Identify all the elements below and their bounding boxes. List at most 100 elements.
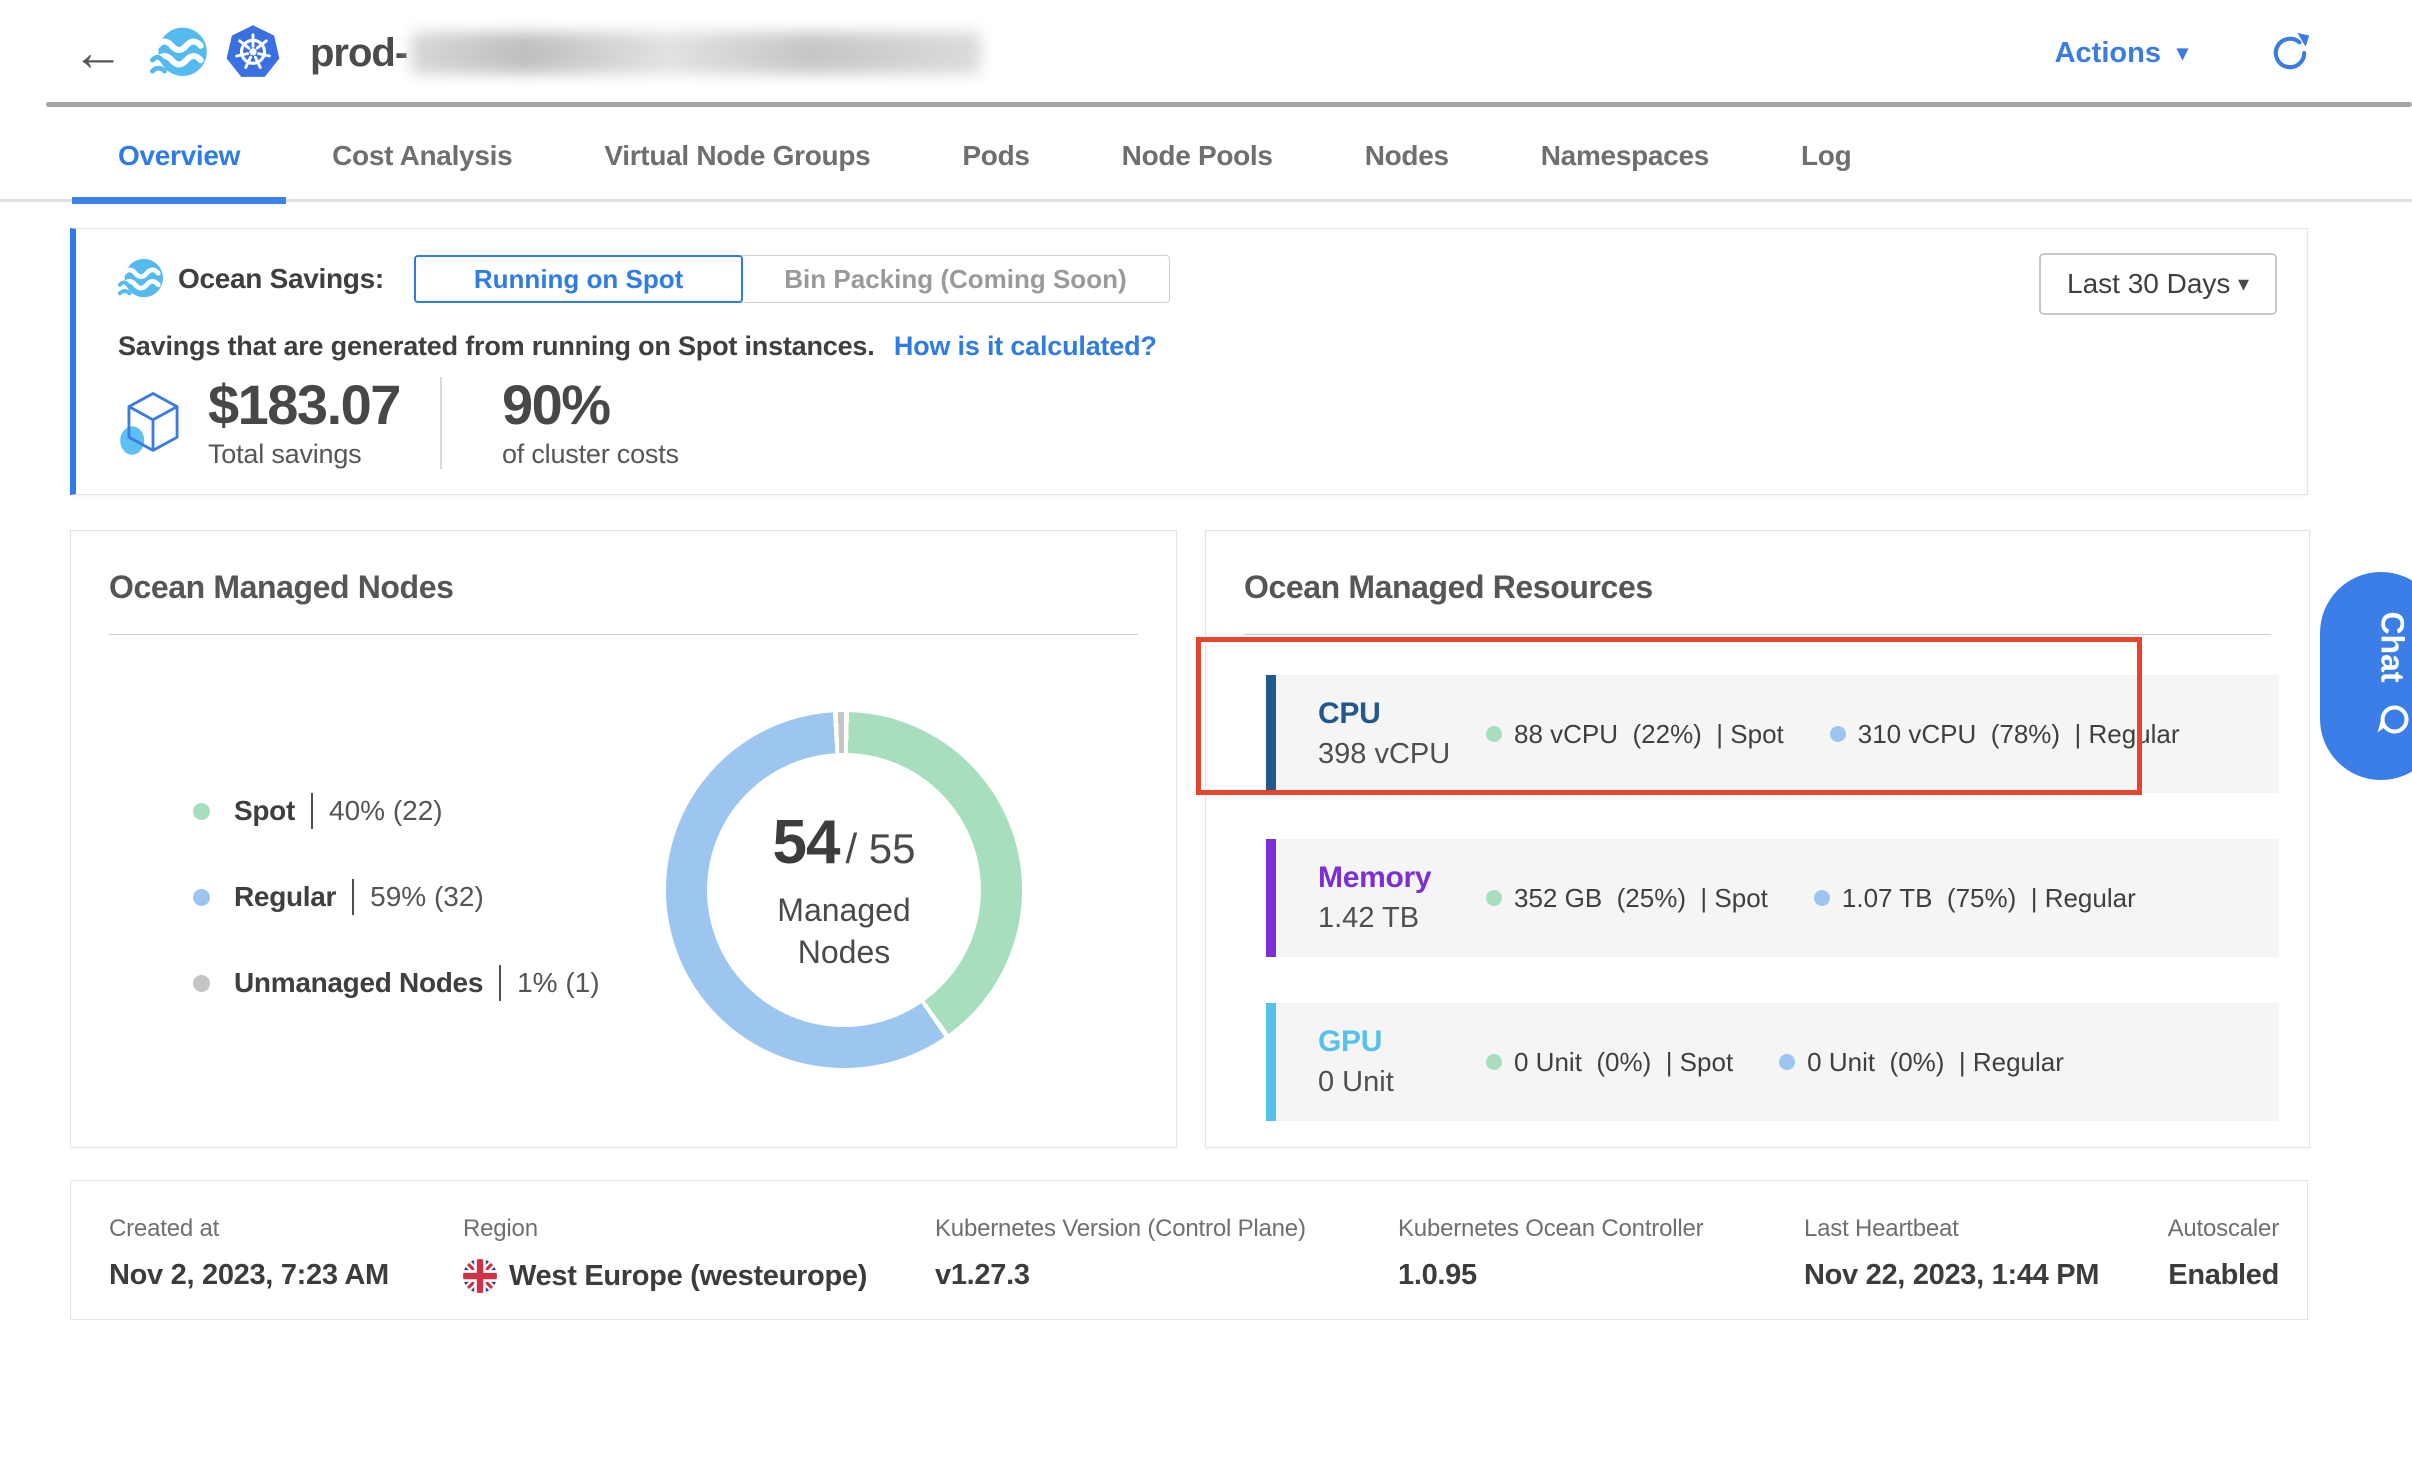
regular-dot-icon: [1779, 1054, 1796, 1070]
resource-rows: CPU 398 vCPU 88 vCPU (22%) | Spot 310 vC…: [1266, 675, 2279, 1167]
period-dropdown[interactable]: Last 30 Days ▾: [2039, 253, 2277, 315]
managed-nodes-total: / 55: [845, 824, 916, 872]
footer-label: Kubernetes Ocean Controller: [1398, 1215, 1704, 1242]
resource-row-gpu: GPU 0 Unit 0 Unit (0%) | Spot 0 Unit (0%…: [1266, 1003, 2279, 1121]
donut-center-label: Managed Nodes: [777, 891, 911, 970]
tab-log[interactable]: Log: [1801, 139, 1852, 171]
regular-dot-icon: [193, 888, 210, 906]
back-button[interactable]: ←: [72, 24, 124, 82]
chat-button[interactable]: Chat: [2320, 572, 2412, 780]
footer-label: Autoscaler: [2167, 1215, 2280, 1242]
card-divider: [1244, 634, 2271, 635]
actions-label: Actions: [2054, 36, 2161, 69]
footer-autoscaler: Autoscaler Enabled: [2167, 1215, 2280, 1292]
footer-value: Nov 22, 2023, 1:44 PM: [1804, 1259, 2100, 1291]
footer-label: Region: [463, 1215, 538, 1242]
refresh-icon[interactable]: [2268, 31, 2312, 75]
tab-virtual-node-groups[interactable]: Virtual Node Groups: [604, 139, 871, 171]
spot-dot-icon: [1486, 726, 1502, 742]
running-on-spot-toggle[interactable]: Running on Spot: [413, 255, 744, 303]
managed-resources-card: Ocean Managed Resources CPU 398 vCPU 88 …: [1205, 530, 2310, 1148]
footer-region: Region West Europe (westeurope): [463, 1215, 867, 1293]
savings-mode-toggle: Running on Spot Bin Packing (Coming Soon…: [413, 255, 1170, 303]
footer-value: Nov 2, 2023, 7:23 AM: [109, 1259, 389, 1291]
legend-label: Regular: [234, 881, 337, 912]
bin-packing-toggle[interactable]: Bin Packing (Coming Soon): [741, 255, 1170, 303]
memory-accent-bar: [1266, 839, 1276, 957]
gpu-regular-stat: 0 Unit (0%) | Regular: [1779, 1047, 2064, 1078]
resource-row-cpu: CPU 398 vCPU 88 vCPU (22%) | Spot 310 vC…: [1266, 675, 2279, 793]
cpu-name: CPU: [1318, 697, 1381, 730]
stat-text: 310 vCPU (78%) | Regular: [1857, 718, 2180, 749]
header-divider: [46, 102, 2412, 107]
memory-spot-stat: 352 GB (25%) | Spot: [1486, 883, 1768, 914]
legend-label: Spot: [234, 795, 296, 826]
legend-value: 40% (22): [329, 795, 443, 826]
gpu-accent-bar: [1266, 1003, 1276, 1121]
legend-label: Unmanaged Nodes: [234, 967, 484, 998]
spot-dot-icon: [1486, 1054, 1502, 1070]
footer-created-at: Created at Nov 2, 2023, 7:23 AM: [109, 1215, 389, 1292]
total-savings-label: Total savings: [208, 438, 362, 469]
legend-item-unmanaged: Unmanaged Nodes 1% (1): [193, 965, 600, 1001]
legend-item-spot: Spot 40% (22): [193, 793, 600, 829]
actions-button[interactable]: Actions ▾: [2055, 37, 2188, 70]
tab-cost-analysis[interactable]: Cost Analysis: [332, 139, 513, 171]
chat-bubble-icon: [2377, 705, 2409, 734]
card-divider: [109, 634, 1138, 635]
tab-overview[interactable]: Overview: [72, 111, 287, 204]
ocean-savings-icon: [118, 258, 164, 298]
footer-label: Created at: [109, 1215, 220, 1242]
savings-description: Savings that are generated from running …: [118, 331, 875, 361]
managed-nodes-donut: 54 / 55 Managed Nodes: [666, 712, 1022, 1068]
tab-node-pools[interactable]: Node Pools: [1121, 139, 1273, 171]
cluster-name-prefix: prod-: [310, 30, 408, 75]
cluster-cost-percent-value: 90%: [501, 373, 611, 436]
chevron-down-icon: ▾: [2176, 40, 2188, 65]
legend-separator: [352, 879, 355, 915]
gpu-spot-stat: 0 Unit (0%) | Spot: [1486, 1047, 1733, 1078]
footer-value: West Europe (westeurope): [509, 1259, 868, 1292]
managed-nodes-title: Ocean Managed Nodes: [109, 569, 454, 605]
cluster-info-footer: Created at Nov 2, 2023, 7:23 AM Region W…: [70, 1180, 2308, 1320]
tab-pods[interactable]: Pods: [962, 139, 1030, 171]
tab-nodes[interactable]: Nodes: [1364, 139, 1449, 171]
how-calculated-link[interactable]: How is it calculated?: [893, 331, 1157, 361]
legend-separator: [499, 965, 502, 1001]
kubernetes-logo-icon: [226, 25, 280, 77]
footer-value: v1.27.3: [935, 1259, 1030, 1291]
chat-label: Chat: [2375, 611, 2412, 683]
header: ←: [0, 0, 2412, 106]
cpu-regular-stat: 310 vCPU (78%) | Regular: [1829, 718, 2180, 750]
footer-label: Kubernetes Version (Control Plane): [935, 1215, 1306, 1242]
tab-namespaces[interactable]: Namespaces: [1540, 139, 1710, 171]
managed-nodes-card: Ocean Managed Nodes Spot 40% (22) Regula…: [70, 530, 1177, 1148]
cpu-accent-bar: [1266, 675, 1276, 793]
metrics-divider: [439, 376, 442, 469]
legend-value: 59% (32): [370, 881, 484, 912]
nodes-legend: Spot 40% (22) Regular 59% (32) Unmanaged…: [193, 793, 600, 1051]
period-selected-value: Last 30 Days: [2067, 268, 2231, 299]
footer-k8s-version: Kubernetes Version (Control Plane) v1.27…: [935, 1215, 1306, 1292]
footer-ocean-controller: Kubernetes Ocean Controller 1.0.95: [1398, 1215, 1704, 1292]
footer-label: Last Heartbeat: [1804, 1215, 1959, 1242]
legend-value: 1% (1): [517, 967, 600, 998]
cluster-cost-percent-label: of cluster costs: [501, 438, 679, 469]
stat-text: 0 Unit (0%) | Spot: [1514, 1046, 1734, 1077]
chevron-down-icon: ▾: [2237, 271, 2249, 296]
cpu-spot-stat: 88 vCPU (22%) | Spot: [1486, 719, 1784, 750]
managed-nodes-count: 54: [772, 807, 840, 877]
total-savings-value: $183.07: [208, 373, 401, 436]
gpu-total: 0 Unit: [1318, 1066, 1394, 1098]
regular-dot-icon: [1813, 890, 1830, 906]
spot-dot-icon: [1486, 890, 1502, 906]
footer-value: 1.0.95: [1398, 1259, 1477, 1291]
unmanaged-dot-icon: [193, 974, 210, 992]
footer-last-heartbeat: Last Heartbeat Nov 22, 2023, 1:44 PM: [1804, 1215, 2099, 1292]
ocean-logo-icon: [150, 27, 207, 76]
stat-text: 352 GB (25%) | Spot: [1514, 882, 1768, 913]
managed-resources-title: Ocean Managed Resources: [1244, 569, 1653, 605]
ocean-savings-title: Ocean Savings:: [178, 263, 384, 294]
memory-name: Memory: [1318, 861, 1432, 894]
